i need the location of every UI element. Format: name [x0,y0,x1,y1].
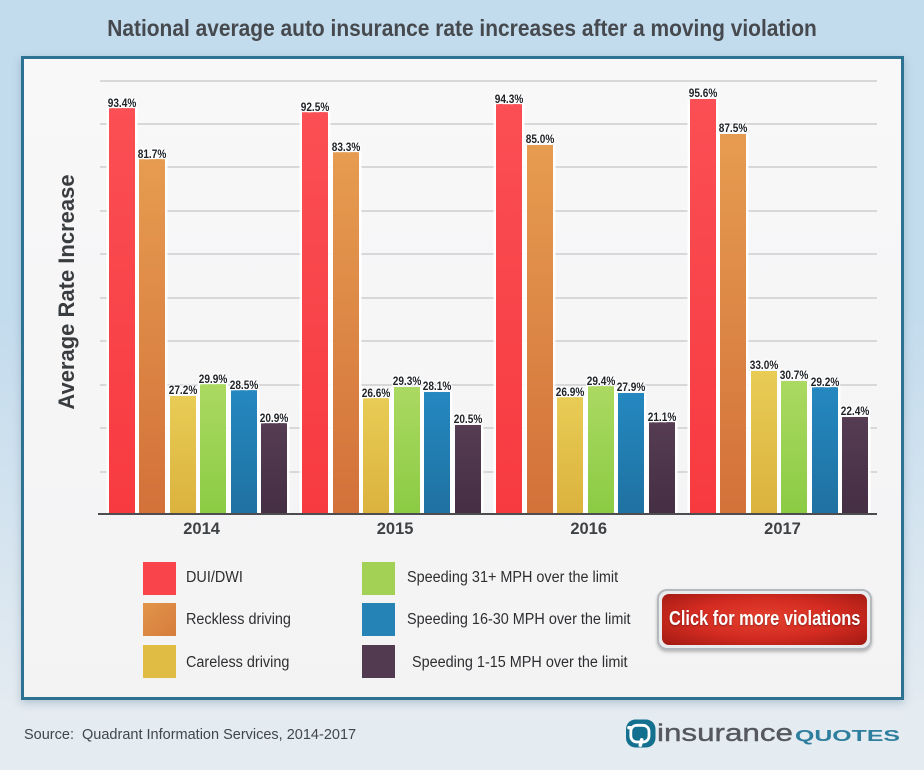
svg-text:QUOTES: QUOTES [795,728,901,745]
svg-text:insurance: insurance [657,720,793,747]
